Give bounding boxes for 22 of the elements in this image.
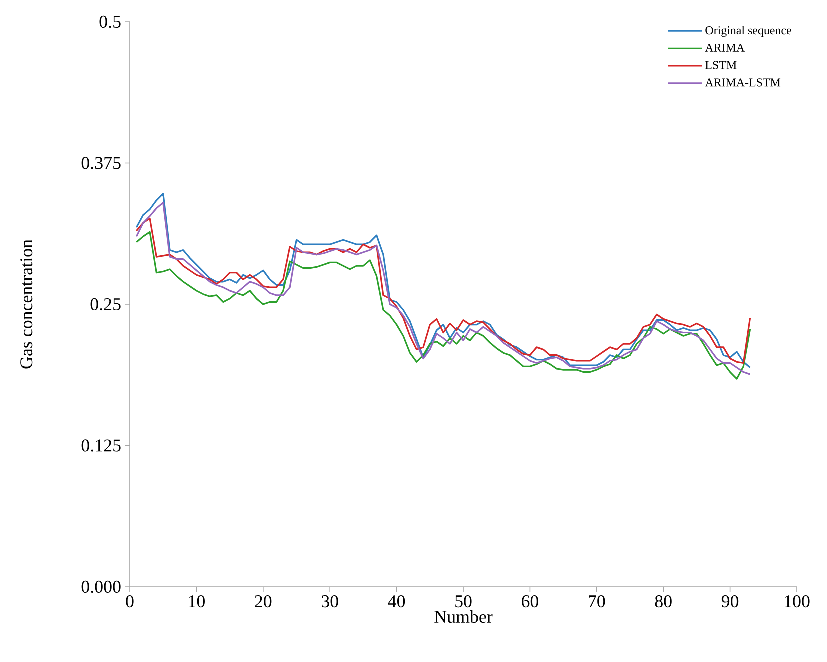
y-axis-title: Gas concentration [20, 240, 33, 369]
x-tick-label: 30 [322, 596, 338, 608]
legend-label: Original sequence [706, 26, 792, 38]
legend-label: LSTM [706, 61, 737, 70]
y-tick-label: 0.375 [82, 157, 121, 170]
x-tick-label: 50 [456, 596, 472, 608]
x-tick-label: 40 [388, 596, 406, 608]
x-tick-label: 100 [785, 596, 810, 608]
x-axis-title: Number [434, 610, 493, 624]
legend-label: ARIMA-LSTM [705, 78, 781, 87]
x-tick-label: 80 [655, 596, 672, 608]
y-tick-label: 0.125 [82, 440, 121, 452]
x-tick-label: 70 [589, 596, 606, 608]
legend-label: ARIMA [705, 44, 745, 52]
x-tick-label: 20 [255, 596, 272, 608]
x-tick-label: 10 [189, 596, 205, 608]
y-tick-label: 0.25 [90, 298, 121, 311]
x-tick-label: 0 [126, 596, 134, 608]
x-tick-label: 90 [722, 596, 739, 608]
x-tick-label: 60 [522, 596, 538, 608]
y-tick-label: 0.000 [82, 580, 121, 594]
y-tick-label: 0.5 [100, 16, 121, 28]
